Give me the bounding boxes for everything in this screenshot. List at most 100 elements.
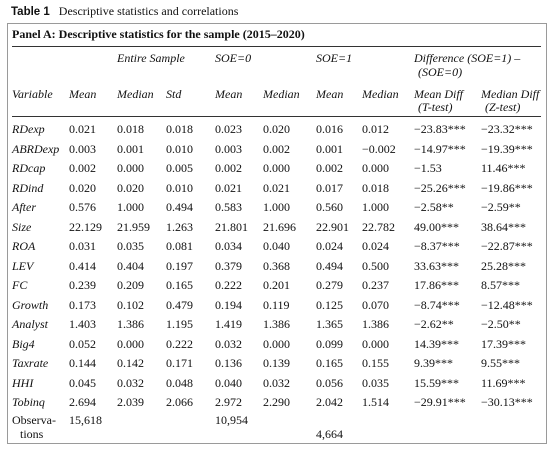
cell-median-diff: −23.32*** [481,122,533,136]
cell-median-entire: 0.209 [117,278,144,292]
cell-mean-soe1: 0.560 [316,200,343,214]
cell-std: 0.005 [166,161,193,175]
cell-variable: LEV [12,258,34,273]
cell-median-diff: 9.55*** [481,356,520,370]
cell-mean-diff: −25.26*** [414,180,466,195]
column-header-mean-entire: Mean [69,87,97,101]
cell-variable: RDexp [12,122,45,136]
cell-mean-entire: 0.020 [69,180,96,195]
column-header-mean-soe1: Mean [316,87,344,101]
cell-std: 0.010 [166,141,193,156]
cell-mean-soe0: 0.034 [215,239,242,253]
cell-median-soe1: 0.035 [362,375,389,390]
cell-median-soe1: 1.514 [362,395,389,409]
cell-std: 0.171 [166,356,193,370]
group-header-soe1: SOE=1 [316,51,353,65]
cell-mean-entire: 0.239 [69,278,96,292]
cell-median-soe1: 0.155 [362,356,389,370]
cell-mean-soe1: 0.494 [316,258,343,273]
cell-mean-soe1: 1.365 [316,317,343,331]
cell-mean-entire: 0.002 [69,161,96,175]
cell-mean-diff: 15.59*** [414,375,459,390]
cell-std: 0.018 [166,122,193,136]
cell-median-entire: 0.102 [117,297,144,312]
column-header-std: Std [166,87,182,101]
cell-mean-diff: −8.74*** [414,297,460,312]
cell-mean-soe0: 0.002 [215,161,242,175]
cell-median-soe0: 0.032 [263,375,290,390]
cell-mean-diff: 17.86*** [414,278,459,292]
cell-median-entire: 2.039 [117,395,144,409]
observations-label-line2: tions [20,427,44,441]
cell-median-diff: 11.69*** [481,375,526,390]
cell-median-entire: 0.000 [117,161,144,175]
panel-a-box [7,23,547,444]
cell-median-diff: 25.28*** [481,258,526,273]
cell-mean-entire: 0.021 [69,122,96,136]
cell-mean-soe0: 0.040 [215,375,242,390]
column-header-mean-soe0: Mean [215,87,243,101]
column-header-variable: Variable [12,87,53,101]
cell-mean-soe0: 0.003 [215,141,242,156]
cell-median-soe0: 0.040 [263,239,290,253]
cell-mean-entire: 0.576 [69,200,96,214]
cell-mean-entire: 0.173 [69,297,96,312]
observations-entire: 15,618 [69,413,102,427]
cell-mean-soe0: 0.023 [215,122,242,136]
cell-median-diff: −2.50** [481,317,521,331]
cell-variable: RDind [12,180,44,195]
cell-mean-diff: −14.97*** [414,141,466,156]
cell-std: 1.263 [166,219,193,234]
cell-variable: ROA [12,239,36,253]
table-caption-label: Table 1 [11,6,50,18]
cell-mean-diff: −29.91*** [414,395,466,409]
cell-median-diff: 11.46*** [481,161,526,175]
cell-mean-diff: 49.00*** [414,219,459,234]
cell-median-soe0: 2.290 [263,395,290,409]
cell-median-diff: −19.86*** [481,180,533,195]
cell-std: 0.048 [166,375,193,390]
cell-median-soe0: 0.139 [263,356,290,370]
cell-mean-entire: 22.129 [69,219,102,234]
cell-variable: Taxrate [12,356,49,370]
cell-mean-diff: −2.58** [414,200,454,214]
cell-median-diff: 8.57*** [481,278,520,292]
cell-median-diff: −2.59** [481,200,521,214]
cell-median-soe0: 0.000 [263,336,290,351]
observations-soe0: 10,954 [215,413,248,427]
cell-mean-diff: −2.62** [414,317,454,331]
cell-mean-entire: 0.052 [69,336,96,351]
group-header-entire: Entire Sample [117,51,185,65]
cell-mean-soe0: 2.972 [215,395,242,409]
cell-mean-soe0: 21.801 [215,219,248,234]
panel-a-title: Panel A: Descriptive statistics for the … [12,27,305,41]
cell-median-soe1: 0.024 [362,239,389,253]
cell-median-diff: −22.87*** [481,239,533,253]
cell-median-soe1: 0.070 [362,297,389,312]
column-header-median-soe1: Median [362,87,399,101]
cell-median-entire: 0.142 [117,356,144,370]
cell-median-entire: 0.035 [117,239,144,253]
cell-mean-soe1: 0.002 [316,161,343,175]
column-header-mean-diff: Mean Diff [414,87,463,101]
cell-mean-soe1: 0.165 [316,356,343,370]
cell-std: 0.197 [166,258,193,273]
cell-variable: ABRDexp [12,141,60,156]
cell-mean-soe1: 0.017 [316,180,343,195]
cell-mean-soe1: 0.125 [316,297,343,312]
cell-mean-diff: 33.63*** [414,258,459,273]
cell-mean-diff: −1.53 [414,161,442,175]
cell-mean-soe1: 0.024 [316,239,343,253]
cell-variable: After [12,200,36,214]
header-rule [12,116,541,117]
cell-variable: RDcap [12,161,46,175]
cell-mean-soe0: 0.194 [215,297,242,312]
table-caption-title: Descriptive statistics and correlations [58,4,239,18]
cell-mean-soe0: 0.136 [215,356,242,370]
cell-mean-soe1: 2.042 [316,395,343,409]
cell-median-soe1: 0.000 [362,161,389,175]
cell-std: 0.494 [166,200,193,214]
cell-median-diff: −19.39*** [481,141,533,156]
cell-median-entire: 0.018 [117,122,144,136]
column-header-z-test: (Z-test) [485,100,521,114]
